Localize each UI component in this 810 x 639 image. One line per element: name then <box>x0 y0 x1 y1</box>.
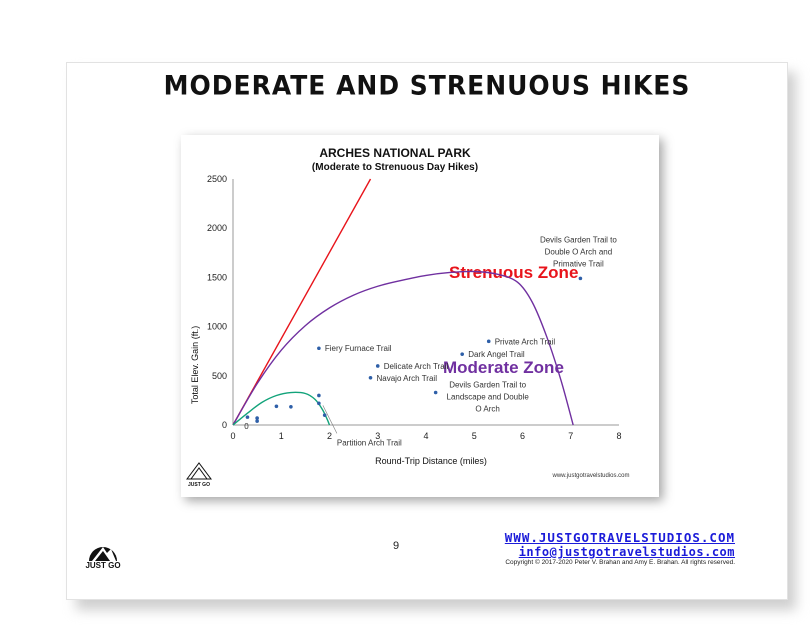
chart-logo: JUST GO <box>186 462 212 488</box>
data-label: Partition Arch Trail <box>337 438 402 447</box>
y-tick-label: 1000 <box>207 322 227 332</box>
data-label: Landscape and Double <box>447 393 530 402</box>
x-tick-label: 3 <box>375 431 380 441</box>
moderate-zone-curve <box>232 270 574 426</box>
chart-svg: ARCHES NATIONAL PARK (Moderate to Strenu… <box>186 146 630 488</box>
y-tick-label: 500 <box>212 371 227 381</box>
x-tick-label: 1 <box>279 431 284 441</box>
data-point <box>322 413 327 417</box>
slide: MODERATE AND STRENUOUS HIKES ARCHES NATI… <box>66 62 788 600</box>
x-tick-label: 6 <box>520 431 525 441</box>
easy-zone-curve <box>232 391 331 426</box>
data-point <box>460 352 464 356</box>
data-point <box>375 364 380 368</box>
data-label: Devils Garden Trail to <box>449 381 526 390</box>
data-point <box>245 415 250 419</box>
data-point <box>578 276 583 281</box>
y-tick-label: 2000 <box>207 223 227 233</box>
website-link[interactable]: WWW.JUSTGOTRAVELSTUDIOS.COM <box>504 530 735 545</box>
data-label: 0 <box>244 422 249 431</box>
data-label: O Arch <box>475 405 499 414</box>
x-tick-label: 7 <box>568 431 573 441</box>
email-link[interactable]: info@justgotravelstudios.com <box>518 545 735 559</box>
chart-title: ARCHES NATIONAL PARK <box>319 146 471 160</box>
leader-line <box>322 405 338 434</box>
footer-logo: JUST GO <box>85 547 121 569</box>
x-tick-label: 4 <box>423 431 428 441</box>
data-label: Dark Angel Trail <box>468 350 525 359</box>
watermark-text: www.justgotravelstudios.com <box>551 473 629 479</box>
chart-panel: ARCHES NATIONAL PARK (Moderate to Strenu… <box>181 135 659 497</box>
data-point <box>289 404 293 409</box>
data-point <box>433 390 438 395</box>
x-tick-label: 0 <box>230 431 235 441</box>
data-label: Fiery Furnace Trail <box>325 344 392 353</box>
chart-logo-text: JUST GO <box>188 482 210 488</box>
data-label: Private Arch Trail <box>495 337 556 346</box>
y-tick-label: 2500 <box>207 174 227 184</box>
strenuous-zone-line <box>232 178 372 426</box>
data-point <box>274 404 279 409</box>
data-point <box>486 339 491 344</box>
zone-label-moderate: Moderate Zone <box>443 358 564 377</box>
y-tick-label: 0 <box>222 420 227 430</box>
y-axis-label: Total Elev. Gain (ft.) <box>190 326 200 404</box>
data-label: Delicate Arch Trail <box>384 362 449 371</box>
data-point <box>317 401 321 406</box>
data-label: Primative Trail <box>553 259 604 268</box>
chart-subtitle: (Moderate to Strenuous Day Hikes) <box>312 162 478 173</box>
data-point <box>255 419 259 423</box>
data-point <box>317 346 321 351</box>
x-tick-label: 2 <box>327 431 332 441</box>
copyright-text: Copyright © 2017-2020 Peter V. Brahan an… <box>505 559 735 566</box>
x-tick-label: 8 <box>616 431 621 441</box>
y-tick-label: 1500 <box>207 272 227 282</box>
x-tick-label: 5 <box>472 431 477 441</box>
data-point <box>317 393 321 398</box>
data-label: Navajo Arch Trail <box>377 374 438 383</box>
data-point <box>368 375 373 380</box>
data-label: Devils Garden Trail to <box>540 235 617 244</box>
page-number: 9 <box>393 540 400 552</box>
zone-label-strenuous: Strenuous Zone <box>449 263 578 282</box>
data-point <box>255 416 259 420</box>
footer-logo-text: JUST GO <box>85 561 120 569</box>
slide-title: MODERATE AND STRENUOUS HIKES <box>163 69 691 102</box>
x-axis-label: Round-Trip Distance (miles) <box>375 456 487 466</box>
data-label: Double O Arch and <box>545 247 613 256</box>
